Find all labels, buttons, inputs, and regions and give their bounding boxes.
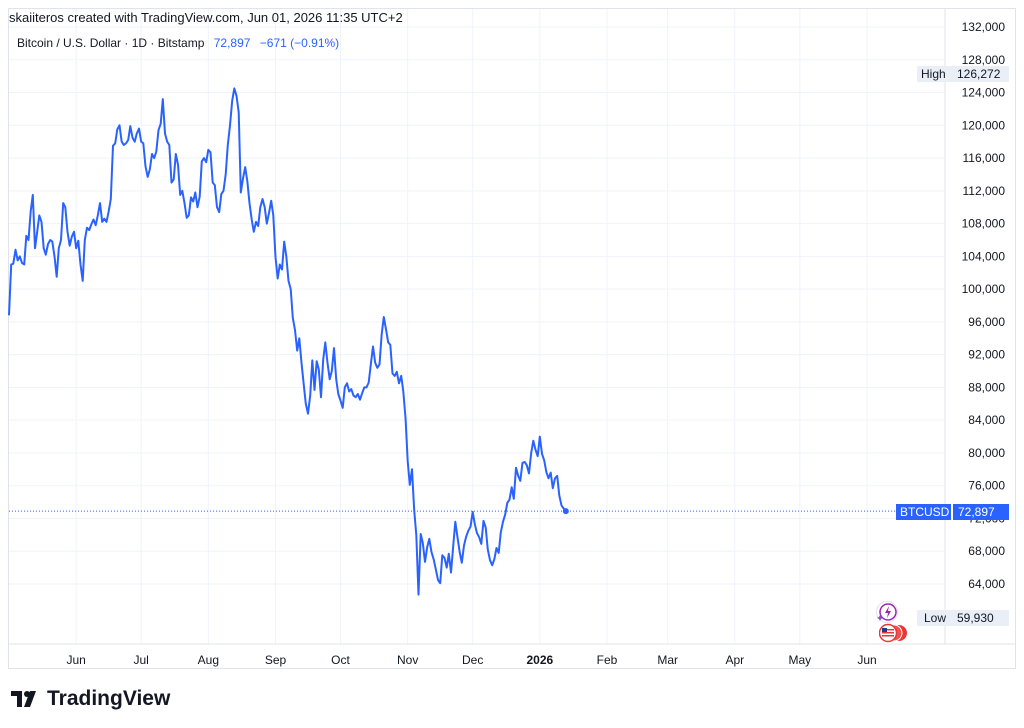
ticker-badge: BTCUSD [896, 504, 951, 520]
y-tick-label: 100,000 [962, 282, 1006, 296]
tradingview-logo[interactable]: TradingView [11, 687, 170, 711]
x-tick-label: Jun [66, 653, 85, 667]
y-tick-label: 108,000 [962, 217, 1006, 231]
y-tick-label: 120,000 [962, 118, 1006, 132]
y-tick-label: 128,000 [962, 53, 1006, 67]
x-tick-label: Mar [657, 653, 678, 667]
y-tick-label: 68,000 [968, 544, 1005, 558]
high-value: 126,272 [949, 66, 1009, 82]
last-price-marker [562, 508, 569, 515]
x-tick-label: Aug [198, 653, 219, 667]
x-tick-label: Dec [462, 653, 483, 667]
y-tick-label: 80,000 [968, 446, 1005, 460]
tradingview-logo-icon [11, 691, 36, 707]
symbol-title: Bitcoin / U.S. Dollar · 1D · Bitstamp [17, 36, 205, 50]
grid-lines [9, 9, 1015, 645]
y-tick-label: 64,000 [968, 577, 1005, 591]
y-tick-label: 92,000 [968, 348, 1005, 362]
x-tick-label: Apr [725, 653, 744, 667]
y-tick-label: 84,000 [968, 413, 1005, 427]
y-tick-label: 88,000 [968, 380, 1005, 394]
x-tick-label: Feb [597, 653, 618, 667]
x-tick-label: Sep [265, 653, 287, 667]
y-tick-label: 112,000 [963, 184, 1006, 198]
chart-frame [8, 8, 1016, 669]
price-change-value: −671 (−0.91%) [259, 36, 340, 50]
high-label: High [917, 66, 949, 82]
time-axis[interactable]: Jun Jul Aug Sep Oct Nov Dec 2026 Feb Mar Apr May Jun [66, 653, 876, 667]
y-tick-label: 124,000 [962, 86, 1006, 100]
last-price-value: 72,897 [213, 36, 251, 50]
x-tick-label: May [788, 653, 811, 667]
low-value: 59,930 [949, 610, 1009, 626]
lightning-event-icon[interactable] [876, 601, 898, 623]
price-series-line[interactable] [8, 87, 567, 596]
x-tick-label: 2026 [526, 653, 553, 667]
symbol-legend[interactable]: Bitcoin / U.S. Dollar · 1D · Bitstamp 72… [17, 36, 339, 50]
x-tick-label: Nov [397, 653, 418, 667]
y-tick-label: 104,000 [962, 249, 1006, 263]
low-label: Low [917, 610, 949, 626]
x-tick-label: Jul [133, 653, 148, 667]
us-flag-event-icon[interactable] [878, 623, 907, 643]
created-by-text: skaiiteros created with TradingView.com,… [9, 10, 403, 25]
x-tick-label: Jun [857, 653, 876, 667]
x-tick-label: Oct [331, 653, 350, 667]
y-tick-label: 96,000 [968, 315, 1005, 329]
y-tick-label: 132,000 [962, 20, 1006, 34]
y-tick-label: 116,000 [963, 151, 1006, 165]
ticker-price-badge: 72,897 [953, 504, 1009, 520]
tradingview-logo-text: TradingView [47, 687, 171, 710]
y-tick-label: 76,000 [968, 479, 1005, 493]
